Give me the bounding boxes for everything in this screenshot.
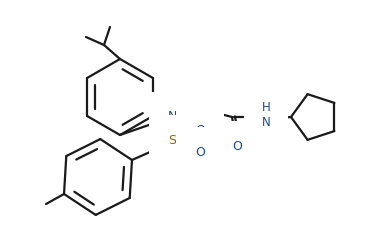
Text: O: O	[195, 123, 205, 136]
Text: H
N: H N	[262, 101, 271, 129]
Text: O: O	[232, 139, 242, 152]
Text: N: N	[167, 110, 177, 123]
Text: S: S	[168, 134, 176, 147]
Text: O: O	[195, 146, 205, 159]
